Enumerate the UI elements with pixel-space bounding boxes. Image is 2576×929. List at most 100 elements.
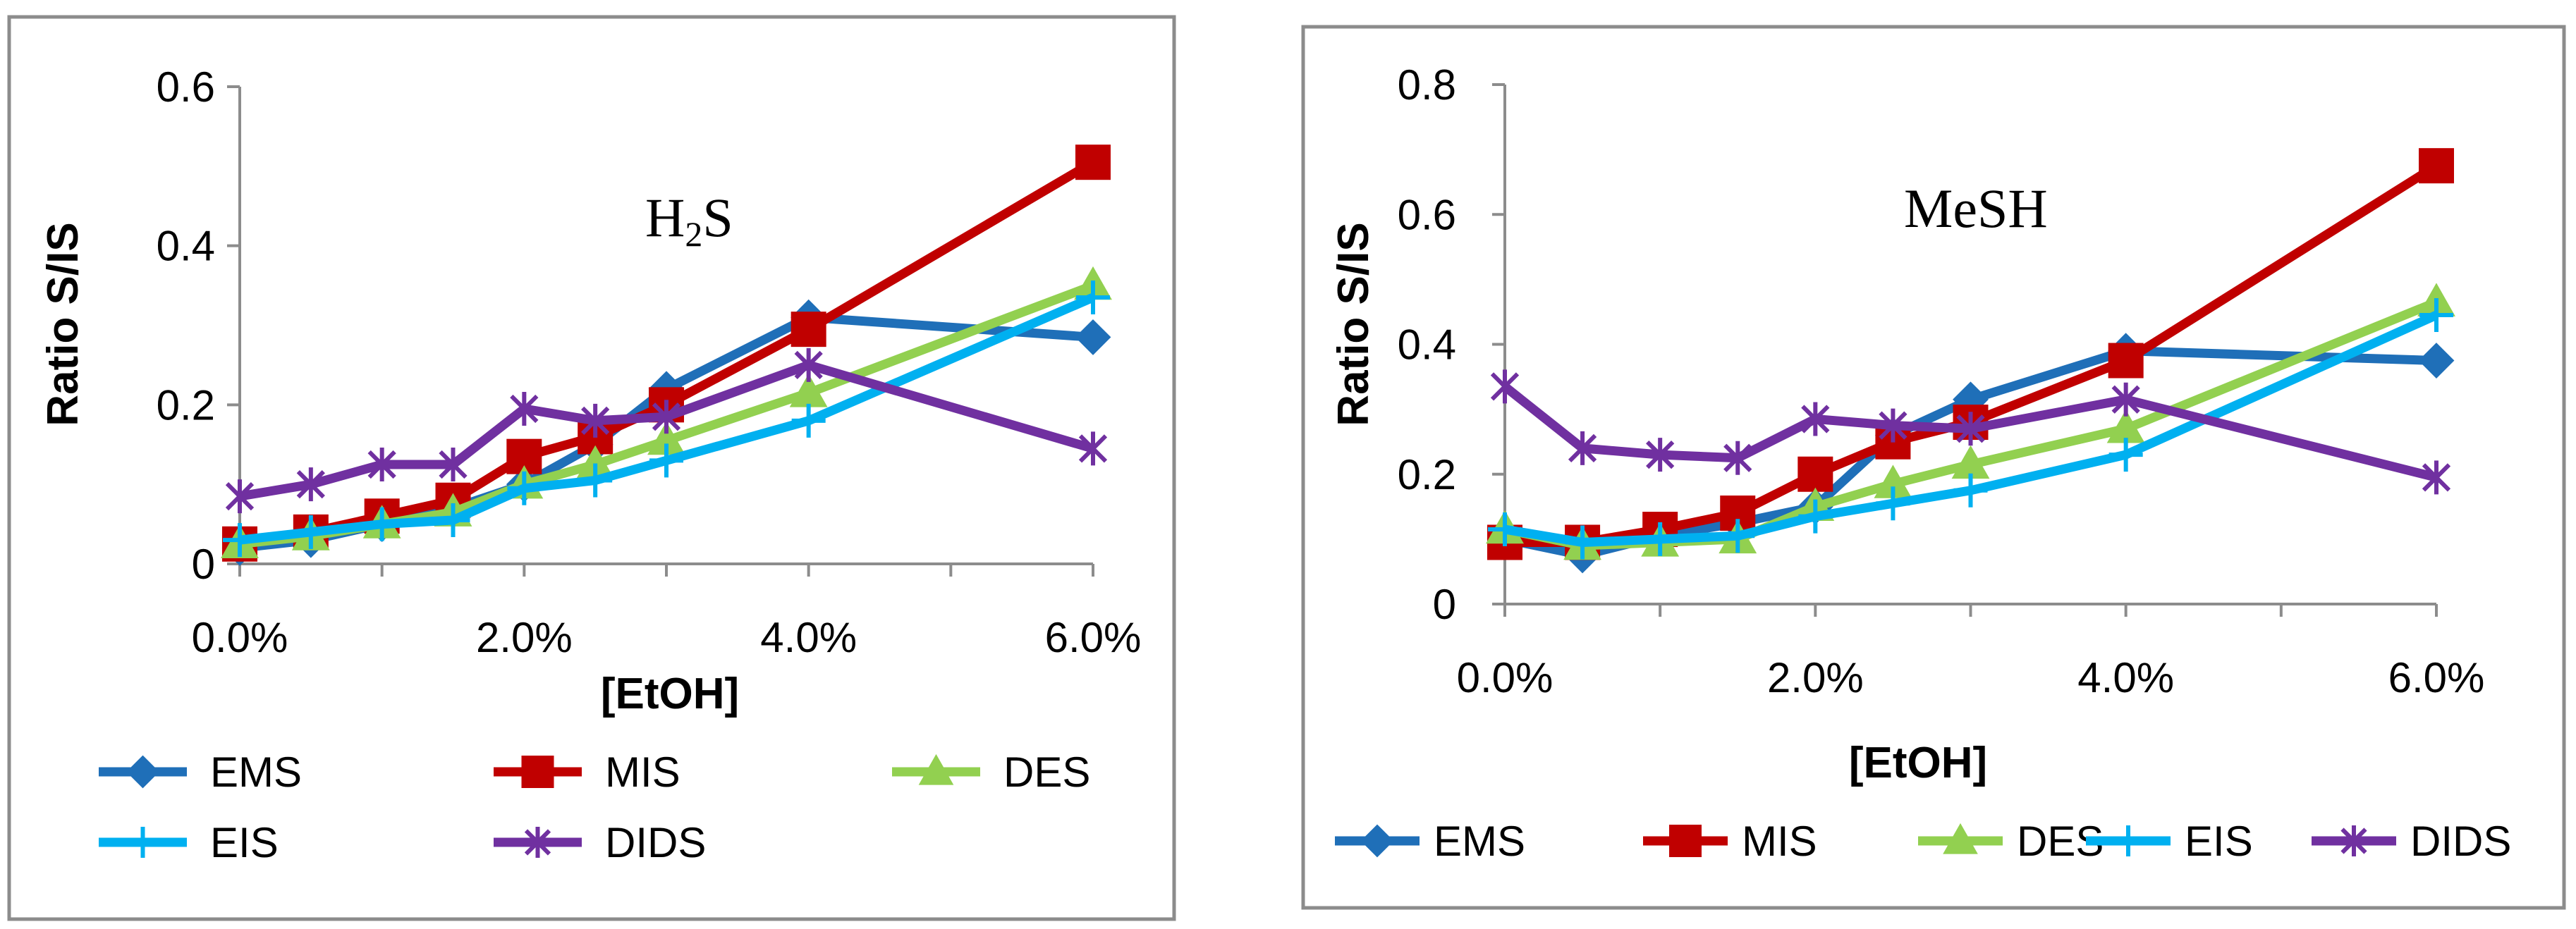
x-tick-label: 0.0% (192, 614, 288, 661)
chart-mesh: 0 0.2 0.4 0.6 0.8 0.0% 2.0% 4.0% 6.0% [EtOH] Ratio… (1329, 61, 2511, 865)
data-point-dids (581, 403, 610, 438)
data-point-eis (578, 463, 613, 498)
y-axis-title: Ratio S/IS (1329, 222, 1378, 426)
legend-marker (127, 827, 159, 858)
chart-title-main: H (645, 187, 685, 248)
data-point-dids (225, 479, 255, 514)
panel-frame-mesh (1301, 25, 2566, 910)
y-tick-label: 0 (192, 541, 215, 588)
legend-marker (524, 827, 551, 858)
y-axis-title: Ratio S/IS (39, 222, 87, 426)
legend-marker (1360, 824, 1394, 858)
data-point-eis (1488, 512, 1522, 547)
y-tick-label: 0.6 (157, 63, 215, 111)
legend-label: DES (1003, 749, 1090, 796)
y-tick-label: 0.2 (157, 381, 215, 429)
y-tick-label: 0.4 (1398, 321, 1456, 369)
data-point-dids (439, 447, 468, 481)
legend-marker (1943, 823, 1978, 854)
data-point-dids (1568, 431, 1597, 465)
series-eis (223, 281, 1110, 558)
legend-item-ems: EMS (1335, 818, 1525, 865)
data-point-ems (1075, 319, 1111, 355)
chart-title: H2S (645, 187, 733, 254)
legend-marker (1669, 825, 1702, 857)
data-point-dids (510, 391, 539, 426)
data-point-dids (1078, 431, 1108, 466)
data-point-dids (794, 347, 823, 382)
data-point-eis (365, 507, 399, 541)
series-eis (1488, 298, 2453, 560)
data-point-eis (1643, 522, 1678, 556)
data-point-mis (2108, 343, 2144, 379)
data-point-eis (791, 403, 826, 438)
y-tick-label: 0 (1433, 581, 1456, 628)
data-point-dids (1490, 369, 1520, 404)
data-point-dids (296, 467, 325, 502)
legend-item-dids: DIDS (2312, 818, 2511, 865)
x-axis-title: [EtOH] (1849, 739, 1987, 787)
data-point-ems (2418, 343, 2455, 379)
data-point-eis (293, 515, 328, 549)
x-tick-label: 4.0% (760, 614, 857, 661)
y-tick-label: 0.8 (1398, 61, 1456, 109)
x-tick-label: 0.0% (1457, 654, 1553, 701)
y-tick-label: 0.4 (157, 223, 215, 270)
legend-label: EIS (210, 819, 279, 866)
data-point-dids (367, 447, 396, 481)
data-point-eis (223, 523, 257, 558)
legend: EMS MIS DES EIS DIDS (99, 749, 1090, 866)
x-tick-label: 2.0% (476, 614, 573, 661)
series-dids (1490, 369, 2451, 495)
x-tick-label: 2.0% (1767, 654, 1864, 701)
data-point-eis (507, 471, 542, 505)
x-tick-label: 6.0% (2388, 654, 2485, 701)
data-point-eis (1953, 473, 1988, 507)
y-tick-label: 0.6 (1398, 191, 1456, 238)
data-point-eis (1565, 525, 1600, 560)
chart-h2s: 0 0.2 0.4 0.6 0.0% 2.0% 4.0% 6.0% [EtOH] Ratio S/… (39, 63, 1141, 866)
y-tick-label: 0.2 (1398, 451, 1456, 498)
legend-item-des: DES (892, 749, 1090, 796)
data-point-eis (1876, 486, 1910, 521)
data-point-dids (1801, 402, 1830, 436)
data-point-dids (1723, 441, 1752, 475)
legend-item-ems: EMS (99, 749, 302, 796)
x-axis-title: [EtOH] (601, 670, 739, 718)
data-point-dids (2422, 460, 2451, 495)
data-point-mis (790, 312, 826, 347)
legend-item-eis: EIS (99, 819, 279, 866)
legend-marker (2340, 825, 2367, 856)
chart-title-tail: S (702, 187, 733, 248)
legend-label: DIDS (2410, 818, 2511, 865)
data-point-eis (1721, 519, 1755, 553)
data-point-eis (2108, 438, 2143, 472)
data-point-dids (1646, 438, 1675, 472)
legend-label: EMS (210, 749, 302, 796)
legend-item-eis: EIS (2086, 818, 2253, 865)
series-dids (225, 347, 1108, 514)
data-point-dids (1956, 412, 1985, 446)
data-point-dids (652, 400, 681, 434)
legend-label: EIS (2185, 818, 2253, 865)
legend-marker (2113, 825, 2144, 856)
legend-item-mis: MIS (494, 749, 680, 796)
legend-label: MIS (605, 749, 680, 796)
data-point-eis (1076, 281, 1110, 315)
legend-label: EMS (1434, 818, 1525, 865)
legend-item-dids: DIDS (494, 819, 706, 866)
data-point-dids (1879, 408, 1907, 443)
x-tick-label: 4.0% (2077, 654, 2174, 701)
data-point-eis (2419, 298, 2453, 333)
x-tick-label: 6.0% (1045, 614, 1142, 661)
data-point-eis (1798, 499, 1833, 534)
legend-marker (126, 755, 159, 789)
data-point-dids (2111, 382, 2140, 417)
data-point-mis (2419, 148, 2454, 184)
data-point-eis (436, 503, 470, 537)
data-point-mis (1075, 144, 1111, 180)
data-point-mis (1797, 456, 1833, 492)
legend-label: MIS (1742, 818, 1817, 865)
